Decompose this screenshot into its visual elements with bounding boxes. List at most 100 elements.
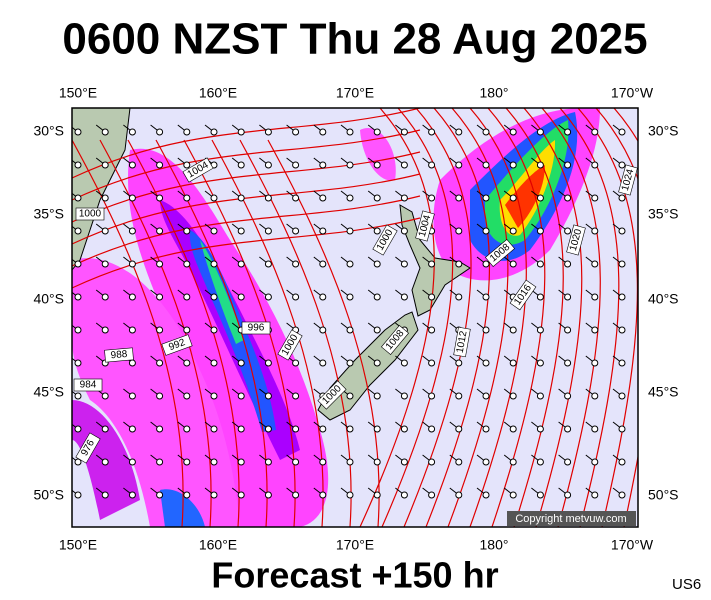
station	[400, 392, 408, 400]
station	[373, 161, 381, 169]
isobar	[72, 108, 421, 179]
station	[428, 194, 436, 202]
station	[564, 194, 572, 202]
station	[128, 425, 136, 433]
station	[564, 326, 572, 334]
station	[237, 128, 245, 136]
isobar	[541, 108, 601, 527]
station	[373, 227, 381, 235]
station	[509, 227, 517, 235]
isobar-label-box	[317, 380, 347, 410]
station	[591, 260, 599, 268]
station	[319, 260, 327, 268]
isobar	[183, 139, 296, 527]
station	[183, 293, 191, 301]
station	[237, 359, 245, 367]
station	[618, 293, 626, 301]
station	[346, 458, 354, 466]
station	[128, 227, 136, 235]
isobar-label-box	[161, 334, 193, 356]
station	[74, 161, 82, 169]
station	[74, 326, 82, 334]
station	[509, 128, 517, 136]
station	[618, 425, 626, 433]
station	[428, 359, 436, 367]
station	[564, 293, 572, 301]
top-label: 170°E	[336, 85, 374, 101]
station	[455, 491, 463, 499]
station	[210, 491, 218, 499]
station	[101, 326, 109, 334]
isobar-label-box	[484, 238, 516, 268]
station	[428, 326, 436, 334]
station	[428, 392, 436, 400]
station	[564, 491, 572, 499]
station	[455, 128, 463, 136]
station	[482, 161, 490, 169]
isobar-label: 996	[248, 323, 265, 334]
isobar-label-box	[509, 279, 537, 311]
station	[591, 161, 599, 169]
station	[237, 293, 245, 301]
station	[400, 194, 408, 202]
station	[74, 392, 82, 400]
station	[210, 128, 218, 136]
station	[564, 425, 572, 433]
wind-stations	[72, 124, 626, 499]
station	[319, 293, 327, 301]
station	[618, 128, 626, 136]
station	[428, 128, 436, 136]
right-label: 35°S	[648, 206, 679, 222]
bottom-label: 170°E	[336, 537, 374, 553]
station	[428, 425, 436, 433]
axis-labels: 150°E 150°E 160°E 160°E 170°E 170°E 180° 180° 17…	[33, 85, 678, 553]
station	[400, 260, 408, 268]
station	[128, 161, 136, 169]
station	[292, 161, 300, 169]
station	[618, 359, 626, 367]
station	[591, 128, 599, 136]
right-label: 30°S	[648, 123, 679, 139]
station	[509, 392, 517, 400]
station	[210, 260, 218, 268]
isobar-label-box	[566, 224, 586, 256]
isobar	[72, 129, 421, 201]
isobar-label-box	[618, 164, 638, 196]
isobar	[155, 139, 268, 527]
isobar-label-box	[75, 432, 101, 464]
station	[482, 491, 490, 499]
station	[264, 425, 272, 433]
station	[183, 227, 191, 235]
station	[509, 260, 517, 268]
isobar-label-group: 996	[241, 321, 271, 335]
isobar-label: 984	[80, 380, 97, 391]
station	[156, 194, 164, 202]
station	[536, 293, 544, 301]
station	[591, 194, 599, 202]
station	[210, 227, 218, 235]
station	[509, 161, 517, 169]
station	[264, 260, 272, 268]
left-label: 50°S	[33, 487, 64, 503]
station	[373, 359, 381, 367]
map-frame	[71, 107, 639, 528]
station	[156, 392, 164, 400]
station	[101, 161, 109, 169]
station	[237, 458, 245, 466]
station	[101, 458, 109, 466]
isobar-label-box	[182, 157, 214, 183]
isobar	[595, 108, 638, 527]
footer-caption: Forecast +150 hr	[211, 555, 498, 596]
station	[210, 194, 218, 202]
station	[264, 161, 272, 169]
station	[264, 491, 272, 499]
isobar-label-box	[75, 207, 105, 221]
bottom-label: 150°E	[59, 537, 97, 553]
station	[482, 293, 490, 301]
isobar-label-group: 984	[73, 378, 103, 392]
station	[183, 392, 191, 400]
left-label: 40°S	[33, 291, 64, 307]
station	[564, 161, 572, 169]
station	[618, 491, 626, 499]
station	[618, 194, 626, 202]
